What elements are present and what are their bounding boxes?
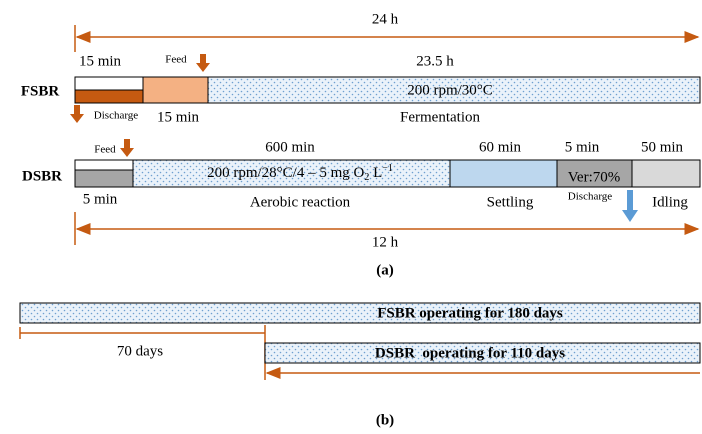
phase-box (556, 159, 633, 188)
discharge-arrow (70, 105, 84, 123)
condition-text: L (369, 165, 382, 181)
superscript: −1 (382, 163, 393, 174)
operation-bar (264, 342, 701, 364)
condition: 200 rpm/30°C (407, 82, 493, 98)
phase-box (449, 159, 558, 188)
time-label: 5 min (565, 139, 600, 155)
duration: 12 h (372, 234, 399, 250)
phase-box (631, 159, 701, 188)
condition: 200 rpm/28°C/4 – 5 mg O2 L−1 (207, 163, 393, 183)
time-label: 15 min (79, 53, 122, 69)
phase-fill (74, 169, 134, 188)
discharge-label: Discharge (568, 191, 613, 203)
duration: 24 h (372, 11, 399, 27)
reactor-label: DSBR (22, 168, 62, 184)
gap-label: 70 days (117, 343, 163, 359)
discharge-label: Discharge (94, 110, 139, 122)
caption: (b) (376, 412, 394, 428)
feed-label: Feed (94, 144, 116, 156)
phase-box (142, 76, 209, 104)
discharge-arrow (622, 190, 638, 222)
phase-name: Aerobic reaction (250, 194, 351, 210)
feed-label: Feed (165, 54, 187, 66)
phase-box (207, 76, 701, 104)
phase-box (132, 159, 451, 188)
time-label: 23.5 h (416, 53, 454, 69)
time-label: 50 min (641, 139, 684, 155)
bar-label: DSBR operating for 110 days (375, 345, 565, 361)
ratio-label: Ver:70% (568, 169, 621, 185)
reactor-label: FSBR (21, 83, 60, 99)
time-label: 600 min (265, 139, 315, 155)
condition-text: 200 rpm/28°C/4 – 5 mg O (207, 165, 364, 181)
operation-bar (19, 302, 701, 324)
phase-name: Settling (487, 194, 534, 210)
subscript: 2 (364, 172, 369, 183)
phase-name: Fermentation (400, 109, 480, 125)
time-label: 60 min (479, 139, 522, 155)
caption: (a) (376, 262, 394, 278)
time-label: 5 min (83, 191, 118, 207)
phase-name: Idling (652, 194, 688, 210)
phase-fill (74, 89, 144, 104)
bar-label: FSBR operating for 180 days (377, 305, 563, 321)
time-label: 15 min (157, 109, 200, 125)
feed-arrow (120, 139, 134, 157)
feed-arrow (196, 54, 210, 72)
